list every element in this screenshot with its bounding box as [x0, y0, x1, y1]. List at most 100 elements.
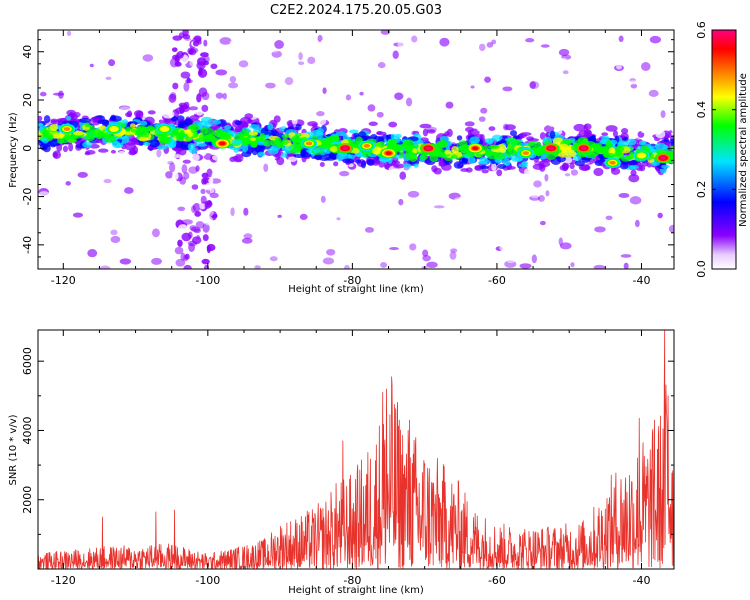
- heatmap-cell: [320, 39, 328, 44]
- heatmap-cell: [625, 155, 633, 160]
- heatmap-cell: [188, 84, 198, 94]
- heatmap-cell: [612, 130, 618, 138]
- x-tick-label-spec: -120: [51, 274, 76, 287]
- heatmap-cell: [461, 156, 468, 165]
- heatmap-cell: [564, 156, 573, 164]
- heatmap-cell: [43, 131, 49, 138]
- heatmap-cell: [311, 239, 317, 246]
- heatmap-cell: [641, 62, 651, 71]
- heatmap-cell: [594, 226, 606, 233]
- heatmap-cell: [324, 136, 335, 143]
- heatmap-cell: [398, 151, 405, 159]
- heatmap-cell: [172, 171, 179, 181]
- heatmap-cell: [368, 121, 378, 127]
- heatmap-cell: [202, 222, 210, 233]
- heatmap-cell: [110, 149, 117, 154]
- heatmap-cell: [476, 123, 484, 132]
- y-tick-label-spec: -40: [21, 236, 34, 254]
- heatmap-cell: [171, 47, 178, 52]
- heatmap-cell: [639, 88, 645, 93]
- heatmap-cell: [73, 87, 80, 91]
- heatmap-cell: [193, 228, 201, 234]
- heatmap-cell: [180, 252, 186, 261]
- heatmap-cell: [345, 94, 352, 101]
- heatmap-cell: [169, 92, 177, 100]
- heatmap-cell: [450, 154, 458, 159]
- heatmap-cell: [250, 137, 256, 142]
- colorbar-tick-label: 0.2: [695, 181, 708, 199]
- heatmap-cell: [573, 123, 586, 132]
- heatmap-cell: [412, 61, 417, 66]
- heatmap-cell: [340, 46, 351, 54]
- heatmap-cell: [397, 39, 407, 48]
- heatmap-cell: [174, 61, 182, 67]
- y-tick-label-spec: -20: [21, 188, 34, 206]
- heatmap-cell: [202, 234, 209, 242]
- heatmap-cell: [52, 92, 65, 96]
- heatmap-cell: [140, 227, 148, 236]
- heatmap-cell: [484, 138, 494, 144]
- heatmap-cell: [584, 51, 596, 60]
- heatmap-cell: [241, 151, 252, 158]
- heatmap-hotspot: [385, 151, 392, 156]
- heatmap-cell: [464, 186, 471, 196]
- heatmap-cell: [609, 76, 615, 82]
- heatmap-cell: [529, 81, 537, 89]
- heatmap-cell: [634, 219, 640, 228]
- heatmap-cell: [238, 103, 246, 108]
- heatmap-cell: [616, 64, 622, 70]
- spectrogram-axes: -120 -100 -80 -60 -40 -40 -20 0 20 40: [21, 30, 674, 287]
- heatmap-cell: [112, 140, 121, 149]
- heatmap-cell: [507, 145, 513, 152]
- heatmap-cell: [343, 264, 350, 269]
- heatmap-cell: [195, 165, 200, 172]
- heatmap-cell: [183, 82, 190, 92]
- heatmap-cell: [209, 192, 219, 199]
- heatmap-cell: [97, 119, 110, 125]
- heatmap-cell: [479, 133, 485, 141]
- heatmap-cell: [38, 233, 44, 241]
- heatmap-cell: [139, 120, 148, 126]
- heatmap-cell: [465, 167, 473, 173]
- heatmap-cell: [413, 163, 419, 168]
- heatmap-cell: [601, 132, 609, 137]
- heatmap-cell: [170, 116, 178, 122]
- heatmap-cell: [531, 254, 537, 264]
- heatmap-cell: [506, 137, 518, 147]
- heatmap-cell: [597, 201, 605, 208]
- heatmap-hotspot: [659, 156, 667, 160]
- heatmap-cell: [175, 107, 185, 114]
- heatmap-cell: [234, 120, 242, 126]
- heatmap-cell: [146, 246, 157, 251]
- heatmap-cell: [151, 257, 163, 265]
- heatmap-cell: [494, 152, 506, 161]
- heatmap-cell: [288, 95, 294, 102]
- heatmap-hotspot: [638, 153, 645, 158]
- heatmap-cell: [584, 33, 595, 40]
- heatmap-cell: [510, 250, 519, 258]
- heatmap-cell: [192, 202, 201, 212]
- heatmap-cell: [324, 156, 337, 161]
- heatmap-cell: [249, 124, 260, 129]
- heatmap-cell: [312, 123, 318, 128]
- heatmap-cell: [174, 246, 184, 255]
- heatmap-cell: [80, 56, 92, 61]
- heatmap-cell: [49, 123, 59, 132]
- heatmap-cell: [71, 265, 80, 269]
- heatmap-cell: [65, 181, 71, 186]
- heatmap-cell: [657, 212, 663, 219]
- heatmap-cell: [184, 117, 193, 127]
- heatmap-cell: [182, 30, 189, 37]
- heatmap-cell: [224, 52, 230, 58]
- heatmap-cell: [326, 248, 336, 256]
- heatmap-cell: [336, 217, 341, 221]
- heatmap-cell: [180, 144, 190, 150]
- heatmap-cell: [529, 141, 542, 147]
- heatmap-cell: [203, 39, 208, 47]
- heatmap-cell: [464, 127, 475, 133]
- heatmap-cell: [629, 196, 642, 205]
- heatmap-cell: [543, 125, 555, 133]
- heatmap-cell: [610, 167, 621, 175]
- heatmap-cell: [193, 35, 202, 42]
- heatmap-cell: [50, 120, 62, 125]
